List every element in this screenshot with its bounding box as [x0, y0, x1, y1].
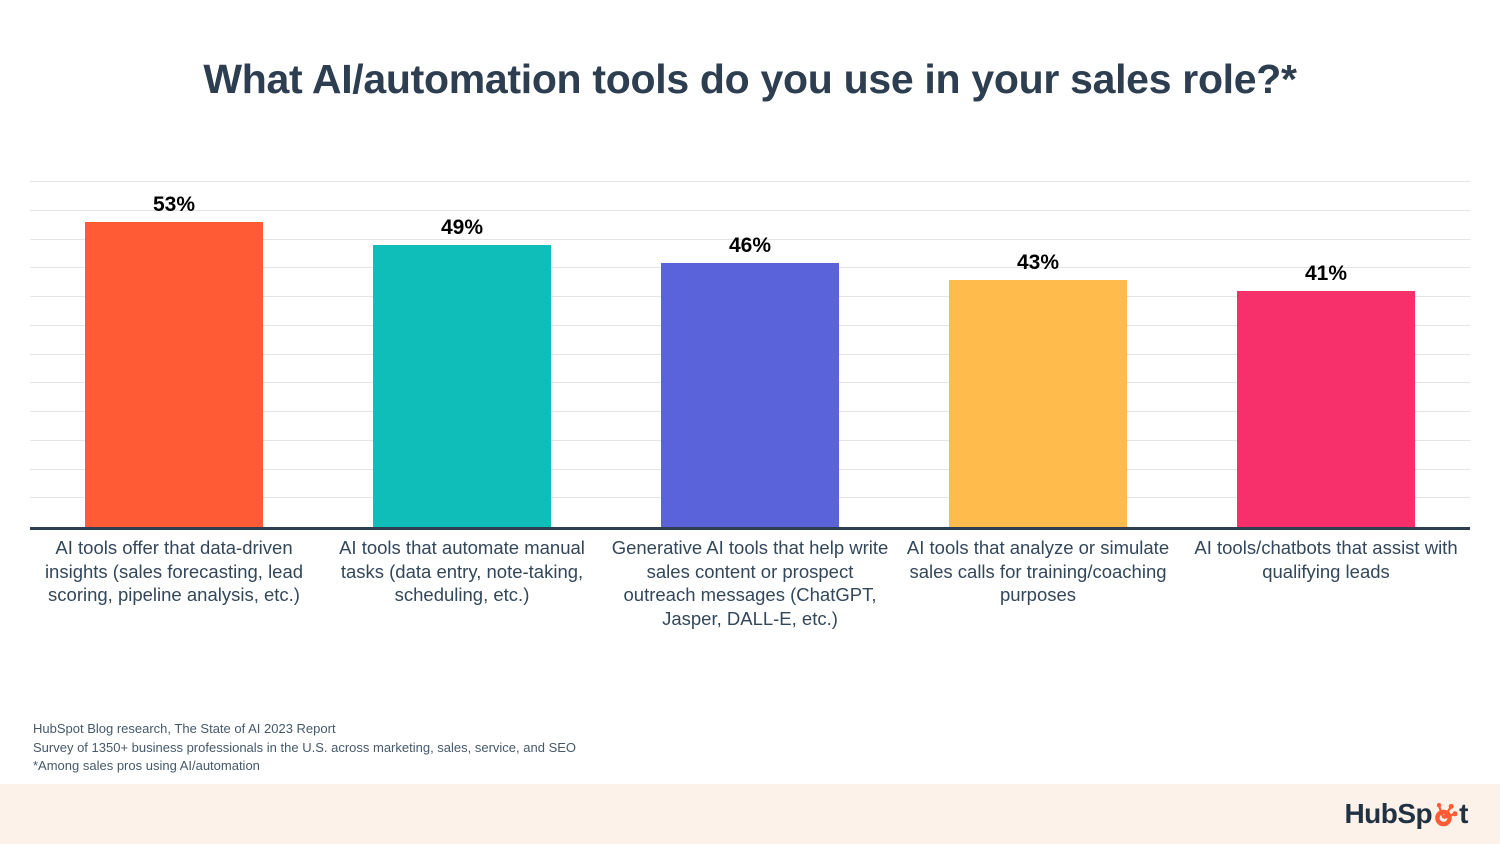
bar-slot: 49%: [318, 182, 606, 527]
bars-area: 53% 49% 46% 43% 41%: [30, 182, 1470, 527]
gridline: [30, 209, 1470, 211]
bar: [949, 279, 1127, 527]
bar: [373, 245, 551, 527]
bar: [661, 262, 839, 527]
footnote-line: *Among sales pros using AI/automation: [33, 758, 260, 773]
logo-text-suffix: t: [1459, 798, 1468, 829]
category-label: AI tools that automate manual tasks (dat…: [339, 537, 585, 605]
gridline: [30, 238, 1470, 240]
logo-text-prefix: HubSp: [1344, 798, 1433, 829]
footer-strip: HubSp t: [0, 784, 1500, 844]
bar: [85, 222, 263, 527]
chart-title: What AI/automation tools do you use in y…: [203, 56, 1297, 102]
category-label: AI tools/chatbots that assist with quali…: [1194, 537, 1458, 582]
footnote-line: HubSpot Blog research, The State of AI 2…: [33, 721, 336, 736]
bar-value-label: 41%: [1304, 262, 1348, 286]
bar-slot: 46%: [606, 182, 894, 527]
bar-slot: 41%: [1182, 182, 1470, 527]
bar-value-label: 53%: [152, 193, 196, 217]
category-label: Generative AI tools that help write sale…: [611, 537, 889, 629]
gridline: [30, 181, 1470, 182]
category-label: AI tools offer that data-driven insights…: [44, 537, 304, 605]
bar-value-label: 43%: [1016, 250, 1060, 274]
category-label: AI tools that analyze or simulate sales …: [906, 537, 1170, 605]
bar-slot: 53%: [30, 182, 318, 527]
bar-value-label: 46%: [728, 233, 772, 257]
footnote-line: Survey of 1350+ business professionals i…: [33, 739, 577, 755]
hubspot-sprocket-icon: [1435, 802, 1458, 826]
bar: [1237, 291, 1415, 527]
footnotes: HubSpot Blog research, The State of AI 2…: [33, 720, 576, 776]
category-labels-row: AI tools offer that data-driven insights…: [30, 536, 1470, 630]
bar-chart: 53% 49% 46% 43% 41%: [30, 181, 1470, 530]
hubspot-logo: HubSp t: [1344, 798, 1468, 830]
bar-slot: 43%: [894, 182, 1182, 527]
bar-value-label: 49%: [440, 216, 484, 240]
